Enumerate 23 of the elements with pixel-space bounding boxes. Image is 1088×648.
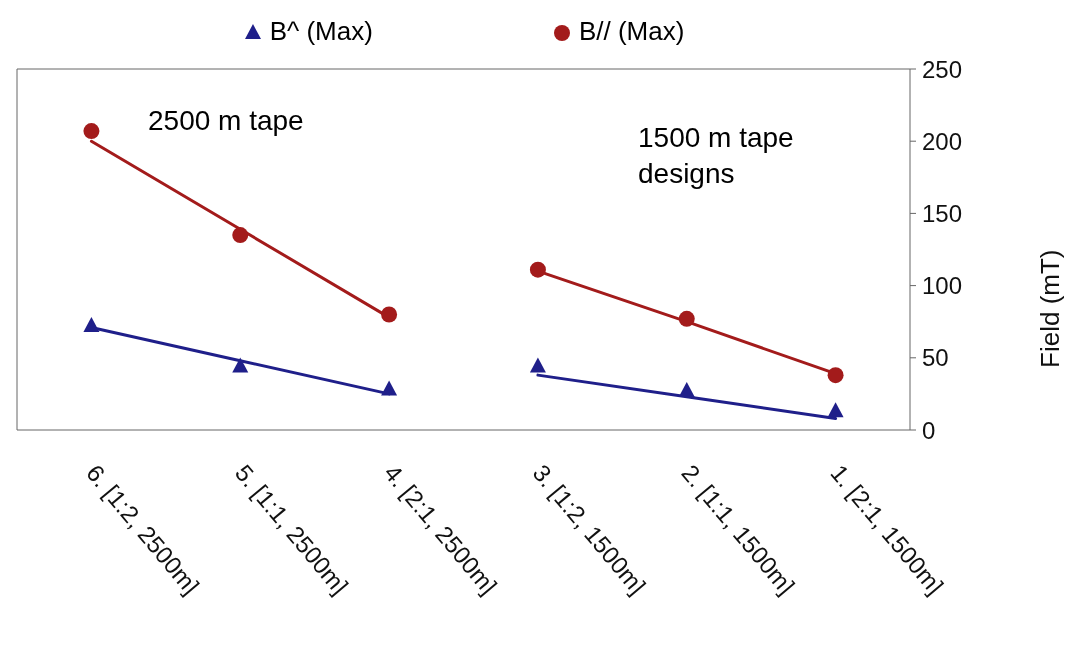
point <box>83 317 100 333</box>
legend-label: B// (Max) <box>578 16 685 47</box>
point <box>381 306 398 323</box>
y-tick-label: 100 <box>922 272 963 300</box>
y-tick-label: 250 <box>922 55 963 83</box>
point <box>232 357 249 373</box>
point <box>529 357 546 373</box>
y-axis-title: Field (mT) <box>1035 249 1066 368</box>
y-tick-label: 150 <box>922 199 963 227</box>
annotation: 1500 m tape designs <box>638 121 795 191</box>
point <box>232 227 249 244</box>
point <box>529 261 546 278</box>
point <box>827 367 844 384</box>
y-tick-label: 200 <box>922 127 963 155</box>
point <box>83 123 100 140</box>
annotation: 2500 m tape <box>148 104 305 138</box>
point <box>678 310 695 327</box>
y-tick-label: 0 <box>922 416 936 444</box>
point <box>827 402 844 418</box>
y-tick-label: 50 <box>922 344 949 372</box>
point <box>678 382 695 398</box>
legend-label: B^ (Max) <box>269 16 373 47</box>
point <box>381 380 398 396</box>
